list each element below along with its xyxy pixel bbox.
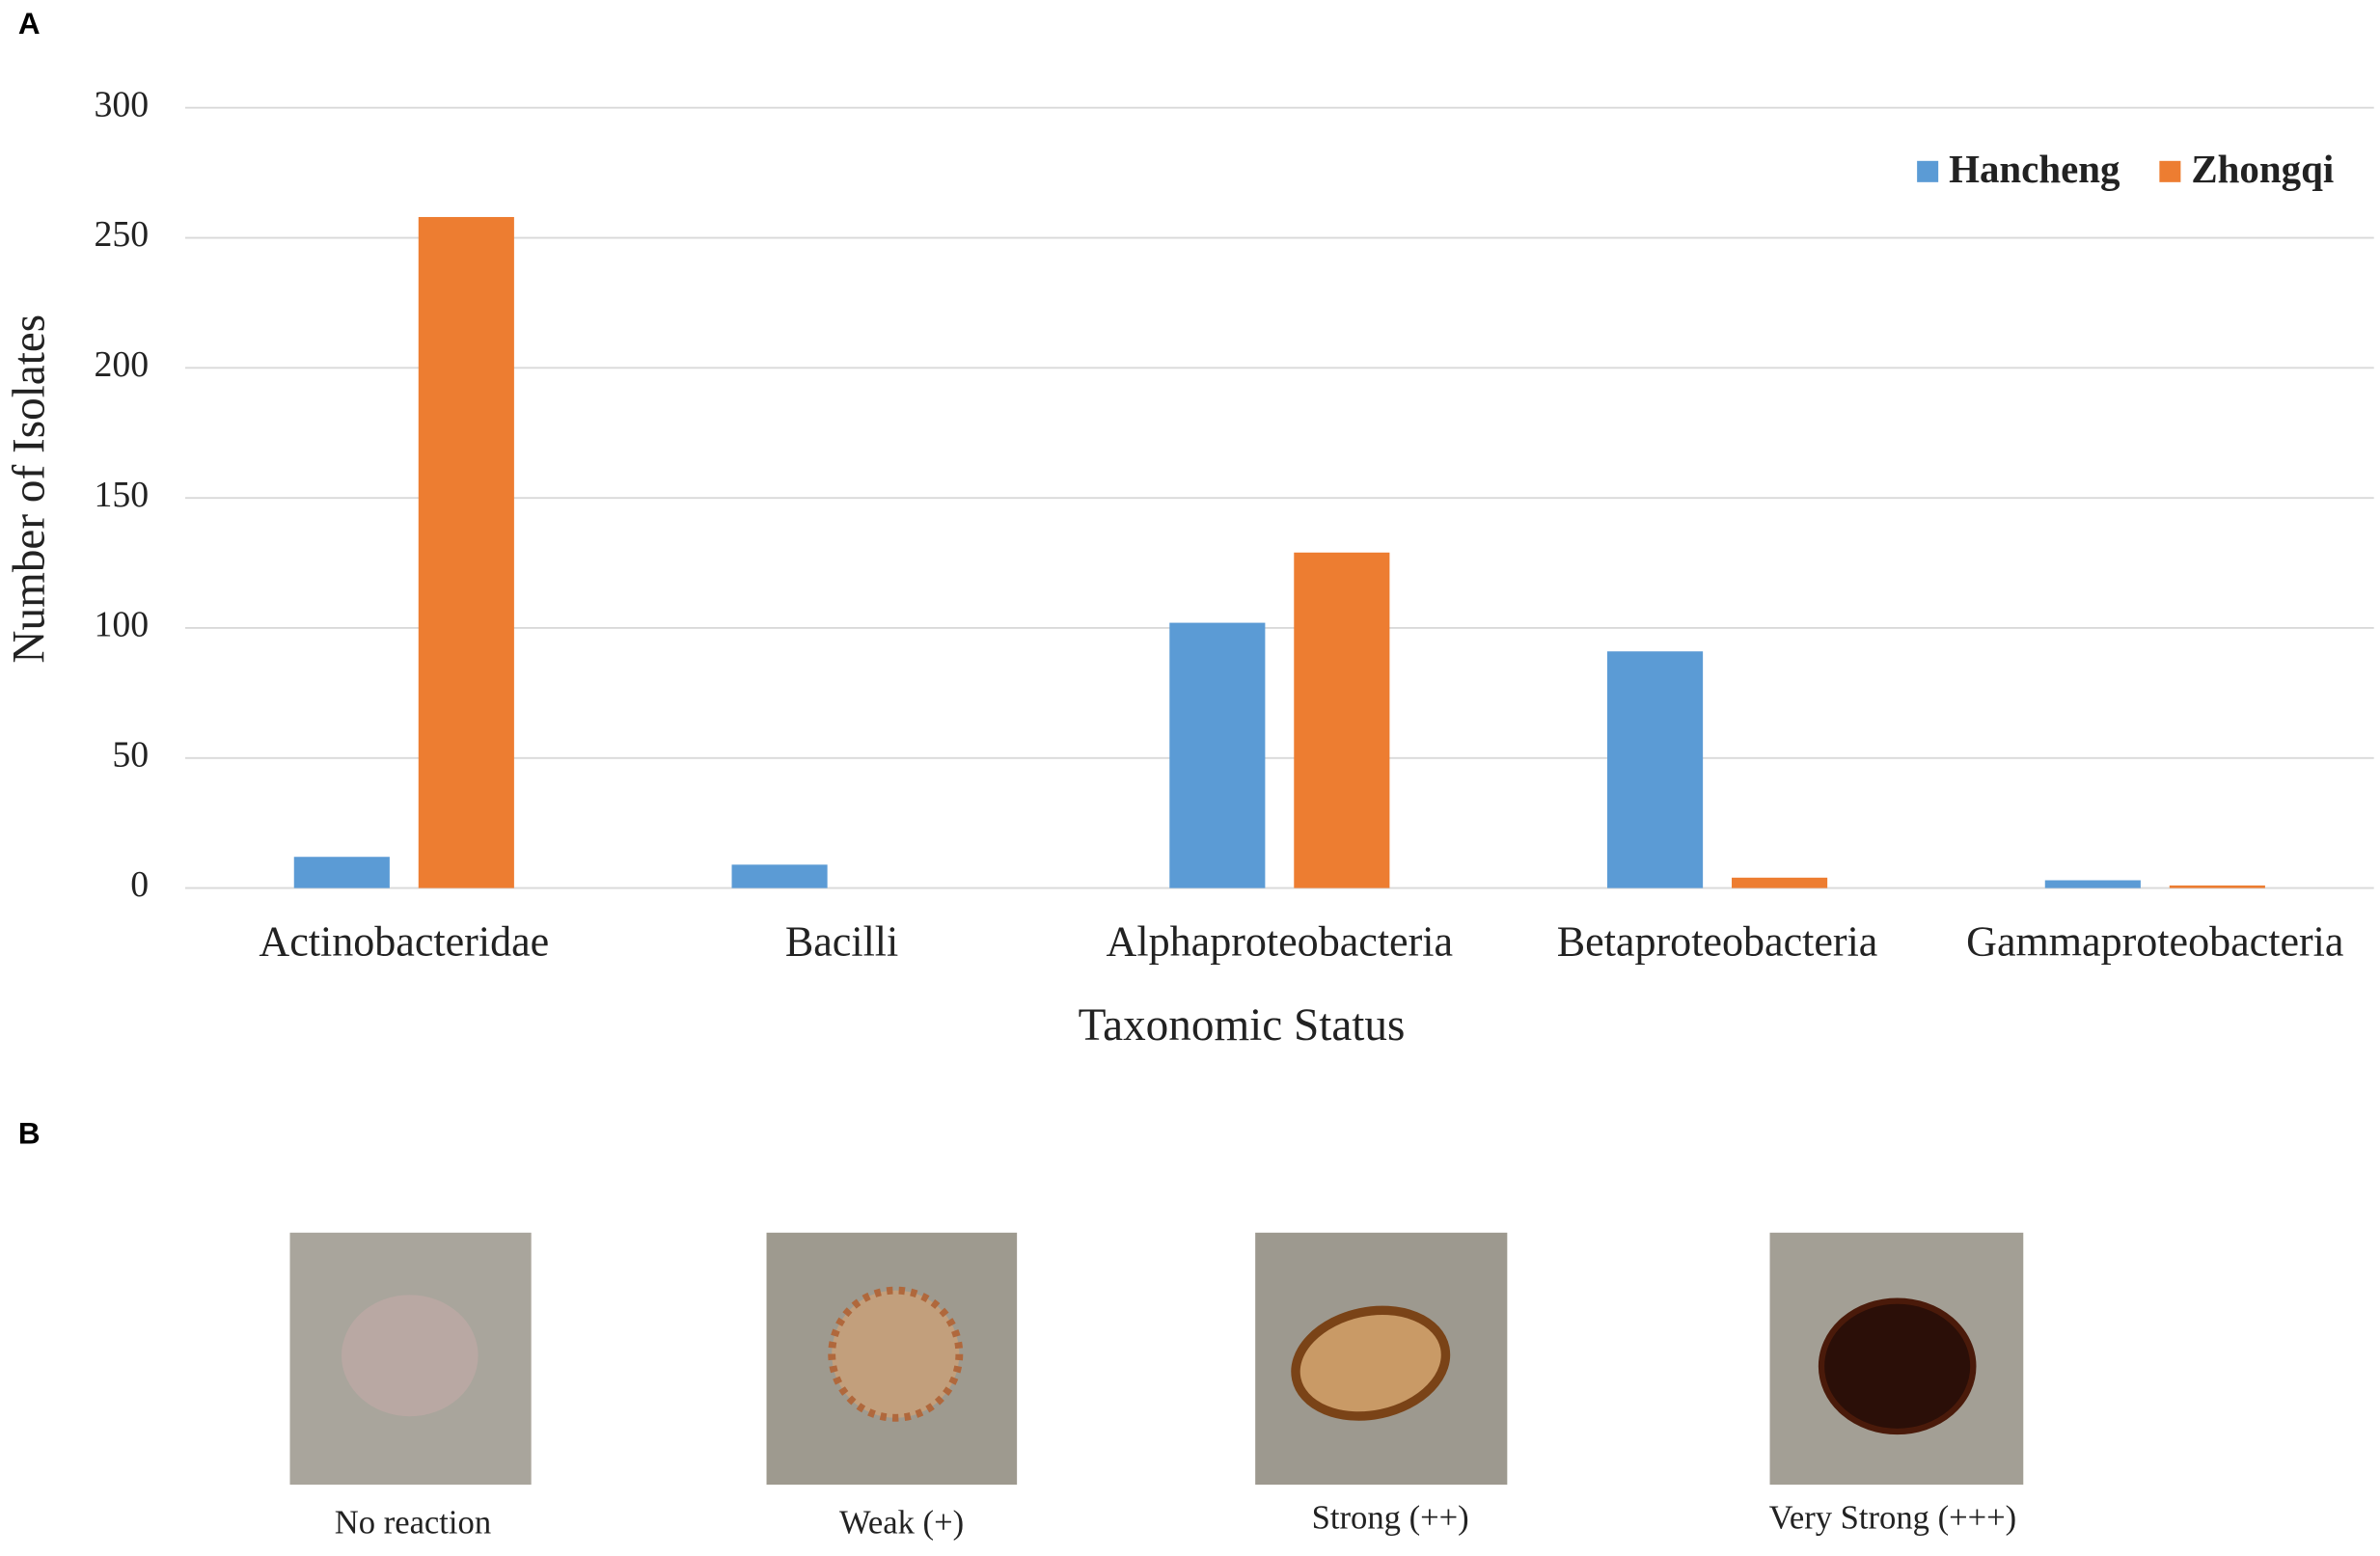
bar <box>731 864 828 888</box>
reaction-label: Weak (+) <box>839 1504 964 1541</box>
x-tick-label: Gammaproteobacteria <box>1966 917 2343 965</box>
legend-label: Zhongqi <box>2191 148 2334 191</box>
y-tick-label: 100 <box>95 605 150 645</box>
reaction-images <box>289 1232 2024 1486</box>
bar <box>1607 651 1704 888</box>
bar <box>418 216 514 888</box>
spot <box>342 1295 479 1417</box>
legend-swatch <box>2159 160 2181 182</box>
legend-label: Hancheng <box>1949 148 2120 191</box>
y-tick-label: 300 <box>95 84 150 124</box>
reaction-label: Very Strong (+++) <box>1769 1500 2017 1537</box>
reaction-label: No reaction <box>335 1504 491 1541</box>
bar <box>1294 552 1390 888</box>
y-axis-title: Number of Isolates <box>4 314 54 664</box>
x-axis-title: Taxonomic Status <box>1079 1000 1406 1051</box>
panel-label: B <box>18 1116 41 1150</box>
x-tick-label: Bacilli <box>785 917 898 965</box>
bar <box>1732 877 1828 888</box>
y-tick-label: 200 <box>95 344 150 385</box>
bar <box>1169 622 1266 888</box>
y-tick-label: 150 <box>95 475 150 515</box>
panel-label: A <box>18 7 41 41</box>
spot <box>1818 1297 1977 1435</box>
bar <box>293 857 390 888</box>
x-tick-label: Actinobacteridae <box>259 917 549 965</box>
y-tick-label: 0 <box>130 864 149 905</box>
spot <box>1291 1305 1451 1421</box>
x-tick-label: Alphaproteobacteria <box>1107 917 1454 965</box>
reaction-label: Strong (++) <box>1312 1500 1469 1537</box>
bar <box>2044 880 2141 888</box>
bar <box>2169 885 2265 888</box>
legend-swatch <box>1917 160 1939 182</box>
y-tick-label: 250 <box>95 214 150 255</box>
y-tick-label: 50 <box>112 734 149 775</box>
x-tick-label: Betaproteobacteria <box>1557 917 1878 965</box>
spot <box>828 1286 964 1422</box>
